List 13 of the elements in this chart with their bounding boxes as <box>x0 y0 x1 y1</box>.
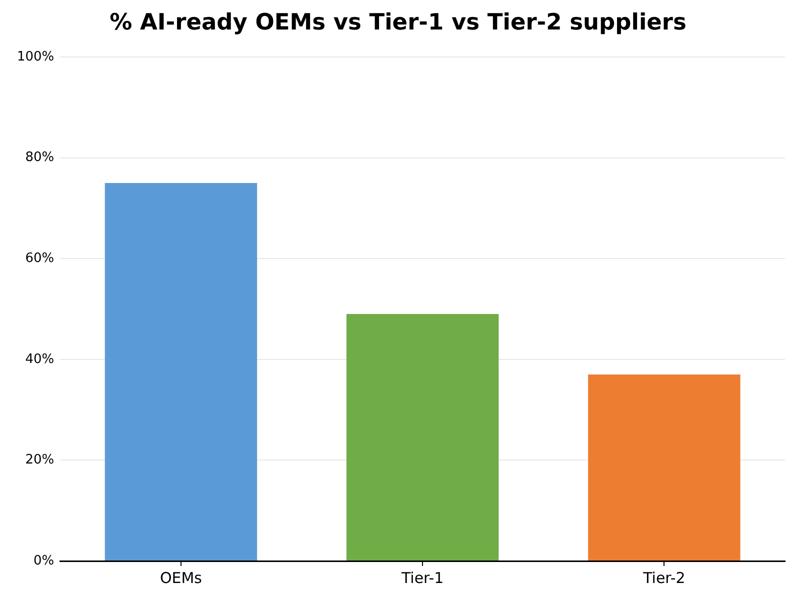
bar <box>346 314 499 560</box>
y-tick-label: 80% <box>25 150 54 166</box>
y-tick-label: 0% <box>34 553 54 568</box>
x-tick-label: Tier-2 <box>642 568 686 587</box>
chart-title: % AI-ready OEMs vs Tier-1 vs Tier-2 suppliers <box>110 9 686 36</box>
bar <box>104 183 258 560</box>
x-tick-label: OEMs <box>160 568 202 587</box>
bar <box>588 374 740 560</box>
x-tick-label: Tier-1 <box>400 568 444 587</box>
y-tick-label: 100% <box>16 49 54 64</box>
y-tick-label: 40% <box>25 352 54 367</box>
y-tick-label: 20% <box>25 452 54 468</box>
y-tick-label: 60% <box>25 250 54 266</box>
